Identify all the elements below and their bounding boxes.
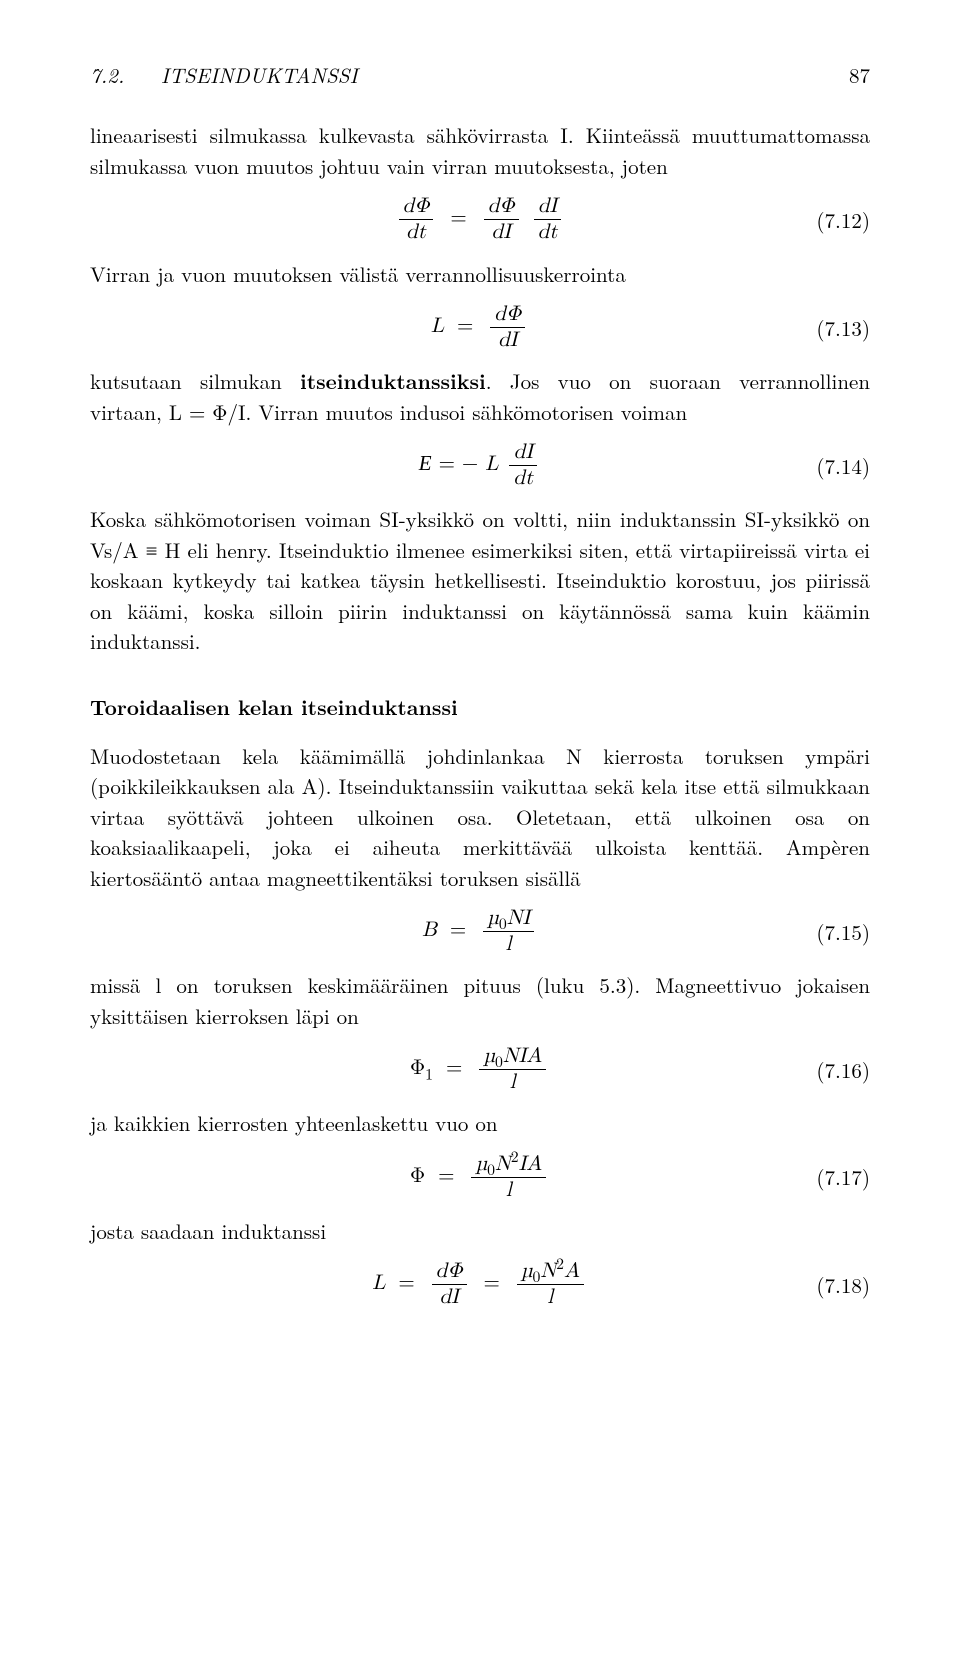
paragraph-4: Koska sähkömotorisen voiman SI-yksikkö o… — [90, 504, 870, 656]
equation-7-13: L = dΦdI (7.13) — [90, 303, 870, 352]
eq17-number: (7.17) — [816, 1162, 870, 1192]
header-left: 7.2. ITSEINDUKTANSSI — [90, 60, 358, 90]
paragraph-2: Virran ja vuon muutoksen välistä verrann… — [90, 259, 870, 289]
eq16-number: (7.16) — [816, 1054, 870, 1084]
paragraph-5: Muodostetaan kela käämimällä johdinlanka… — [90, 741, 870, 893]
eq18-expr: L = dΦ dI = µ0N2A l — [372, 1260, 588, 1309]
eq13-number: (7.13) — [816, 312, 870, 342]
eq18-number: (7.18) — [816, 1270, 870, 1300]
paragraph-3: kutsutaan silmukan itseinduktanssiksi. J… — [90, 366, 870, 427]
eq16-expr: Φ1 = µ0NIA l — [410, 1045, 550, 1094]
equation-7-14: E = − L dIdt (7.14) — [90, 441, 870, 490]
section-number: 7.2. — [90, 60, 124, 90]
equation-7-18: L = dΦ dI = µ0N2A l (7.18) — [90, 1260, 870, 1309]
paragraph-8: josta saadaan induktanssi — [90, 1216, 870, 1246]
paragraph-1: lineaarisesti silmukassa kulkevasta sähk… — [90, 120, 870, 181]
equation-7-17: Φ = µ0N2IA l (7.17) — [90, 1153, 870, 1202]
page-header: 7.2. ITSEINDUKTANSSI 87 — [90, 60, 870, 90]
equation-7-15: B = µ0NI l (7.15) — [90, 907, 870, 956]
eq12-expr: dΦdt = dΦdI dIdt — [395, 195, 566, 244]
eq15-number: (7.15) — [816, 916, 870, 946]
eq17-expr: Φ = µ0N2IA l — [410, 1153, 550, 1202]
eq14-expr: E = − L dIdt — [419, 441, 541, 490]
subsection-heading: Toroidaalisen kelan itseinduktanssi — [90, 692, 870, 722]
eq14-number: (7.14) — [816, 450, 870, 480]
eq13-expr: L = dΦdI — [431, 303, 529, 352]
paragraph-7: ja kaikkien kierrosten yhteenlaskettu vu… — [90, 1108, 870, 1138]
eq15-expr: B = µ0NI l — [422, 907, 538, 956]
eq12-number: (7.12) — [816, 205, 870, 235]
section-title: ITSEINDUKTANSSI — [161, 60, 358, 90]
page-number: 87 — [849, 60, 870, 90]
equation-7-12: dΦdt = dΦdI dIdt (7.12) — [90, 195, 870, 244]
equation-7-16: Φ1 = µ0NIA l (7.16) — [90, 1045, 870, 1094]
paragraph-6: missä l on toruksen keskimääräinen pituu… — [90, 970, 870, 1031]
